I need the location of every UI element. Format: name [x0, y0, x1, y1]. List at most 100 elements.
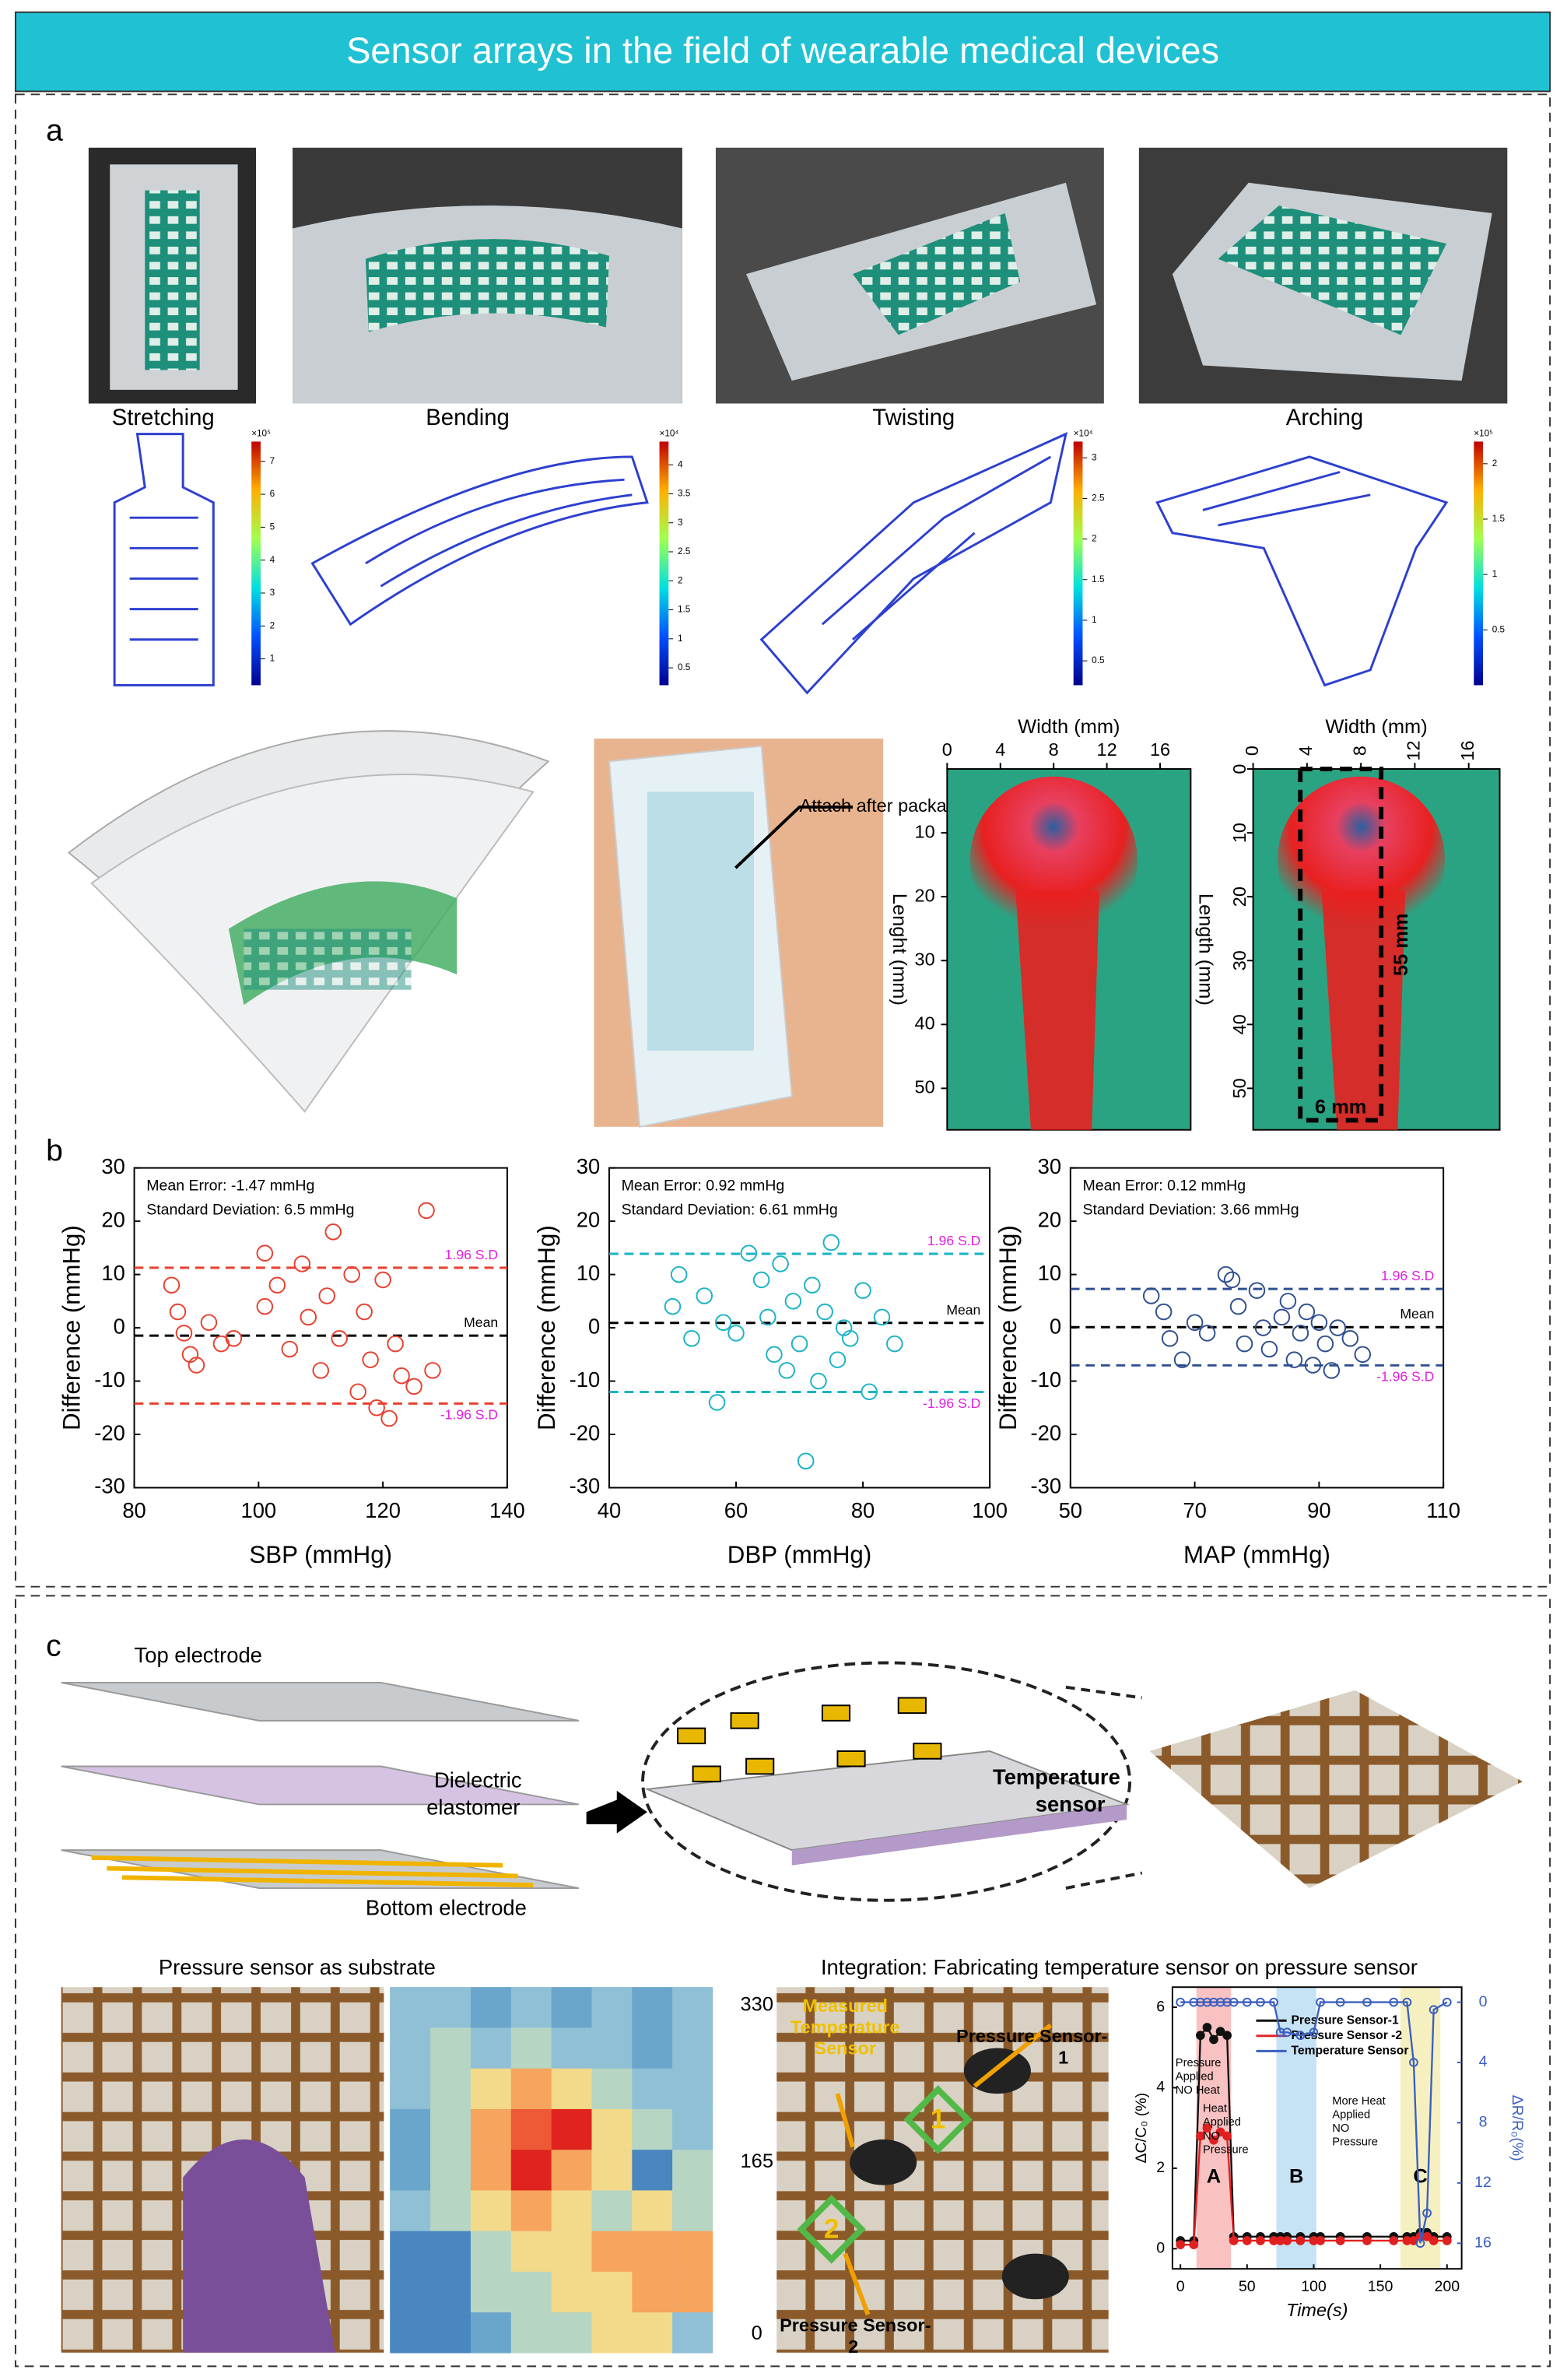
point [331, 1329, 348, 1347]
heatmap-cell [470, 2231, 511, 2273]
colorbar-tick-label: 7 [270, 456, 275, 466]
layer-label: sensor [1036, 1792, 1106, 1817]
x-tick-label: 140 [489, 1498, 525, 1522]
heatmap-cell [510, 1987, 552, 2028]
point [1316, 2236, 1325, 2245]
heatmap-cell [591, 2231, 633, 2273]
point [1282, 2027, 1292, 2038]
colorbar-tick-label: 3 [678, 518, 683, 528]
heatmap-cell [551, 1987, 592, 2028]
photo-label: Sensor [814, 2038, 876, 2059]
point [200, 1314, 218, 1331]
point [1209, 2135, 1218, 2145]
y2-tick-label: 16 [1474, 2234, 1492, 2251]
point [175, 1325, 193, 1342]
point [670, 1265, 688, 1283]
colorbar-tick-label: 2.5 [1092, 493, 1105, 504]
point [349, 1383, 366, 1400]
y-tick-label: 0 [1050, 1314, 1061, 1338]
heatmap-cell [390, 2150, 431, 2191]
photo-label: 1 [1058, 2047, 1068, 2067]
point [1202, 2123, 1212, 2133]
point [1354, 1346, 1372, 1364]
x-tick-label: 100 [972, 1498, 1008, 1522]
x-tick-label: 50 [1059, 1498, 1082, 1522]
point [1195, 2031, 1205, 2041]
heatmap-cell [470, 2190, 511, 2231]
point [804, 1276, 821, 1294]
point [791, 1335, 808, 1353]
point [772, 1255, 789, 1272]
x-tick-label: 50 [1239, 2278, 1256, 2295]
y-tick-label: 10 [1038, 1261, 1061, 1285]
point [727, 1325, 745, 1342]
heatmap-cell [470, 2312, 511, 2354]
point [797, 1452, 815, 1470]
y-tick-label: 40 [915, 1013, 935, 1034]
axis-label: SBP (mmHg) [249, 1541, 392, 1568]
point [356, 1303, 373, 1321]
dimension-label: 6 mm [1315, 1096, 1366, 1118]
annotation: More Heat [1332, 2095, 1385, 2108]
point [1195, 1997, 1205, 2007]
point [1323, 1362, 1341, 1379]
x-tick-label: 80 [851, 1498, 875, 1522]
point [293, 1255, 311, 1272]
plot-frame [1171, 1986, 1463, 2270]
x-tick-label: 40 [598, 1498, 621, 1522]
point [1362, 1997, 1372, 2007]
annotation: Pressure [1176, 2057, 1222, 2069]
colorbar [659, 441, 669, 686]
heatmap-cell [430, 2231, 472, 2273]
point [1256, 1997, 1265, 2007]
reference-label: Mean [464, 1315, 498, 1330]
point [1186, 1314, 1204, 1331]
heatmap-cell [591, 2027, 633, 2069]
point [1316, 1997, 1325, 2007]
x-tick-label: 120 [365, 1498, 401, 1522]
point [1189, 2240, 1199, 2250]
panel-box [14, 1595, 1551, 2368]
x-tick-label: 90 [1307, 1498, 1330, 1522]
x-tick-label: 8 [1349, 746, 1369, 756]
point [1229, 2236, 1239, 2245]
annotation: NO Heat [1176, 2084, 1220, 2097]
point [1422, 2231, 1432, 2241]
annotation: Applied [1176, 2071, 1214, 2083]
axis-label: Difference (mmHg) [994, 1225, 1022, 1430]
heatmap-cell [430, 2190, 472, 2231]
heatmap-cell [591, 2108, 633, 2150]
colorbar-tick-label: 2 [1092, 534, 1097, 544]
axis-label: Difference (mmHg) [58, 1225, 86, 1430]
x-tick-label: 12 [1097, 739, 1117, 760]
reference-label: -1.96 S.D [440, 1407, 498, 1423]
heatmap-cell [390, 2312, 431, 2354]
reference-label: 1.96 S.D [927, 1233, 980, 1248]
point [1309, 2027, 1319, 2038]
colorbar-tick-label: 2.5 [678, 546, 691, 556]
y-tick-label: -20 [1030, 1420, 1061, 1444]
heatmap-cell [551, 2271, 592, 2313]
point [225, 1329, 243, 1347]
point [1429, 2005, 1439, 2015]
y-tick-label: 0 [1156, 2239, 1165, 2256]
x-tick-label: 80 [122, 1498, 145, 1522]
colorbar [1073, 441, 1083, 686]
colorbar-multiplier: ×10⁴ [1074, 429, 1093, 439]
heatmap-cell [591, 2271, 633, 2313]
heatmap-cell [510, 2027, 552, 2069]
dimension-label: 55 mm [1390, 913, 1412, 976]
heatmap-cell [632, 2312, 673, 2354]
colorbar-tick-label: 4 [270, 555, 275, 565]
heatmap-cell [470, 2108, 511, 2150]
heatmap-cell [672, 2231, 713, 2273]
heatmap-cell [430, 2312, 472, 2354]
colorbar-tick-label: 1 [678, 634, 683, 644]
marker-label: 2 [824, 2214, 840, 2245]
annotation: NO [1203, 2130, 1220, 2143]
y-tick-label: 2 [1156, 2159, 1165, 2176]
heatmap-cell [510, 2150, 552, 2191]
x-tick-label: 0 [1242, 746, 1262, 756]
